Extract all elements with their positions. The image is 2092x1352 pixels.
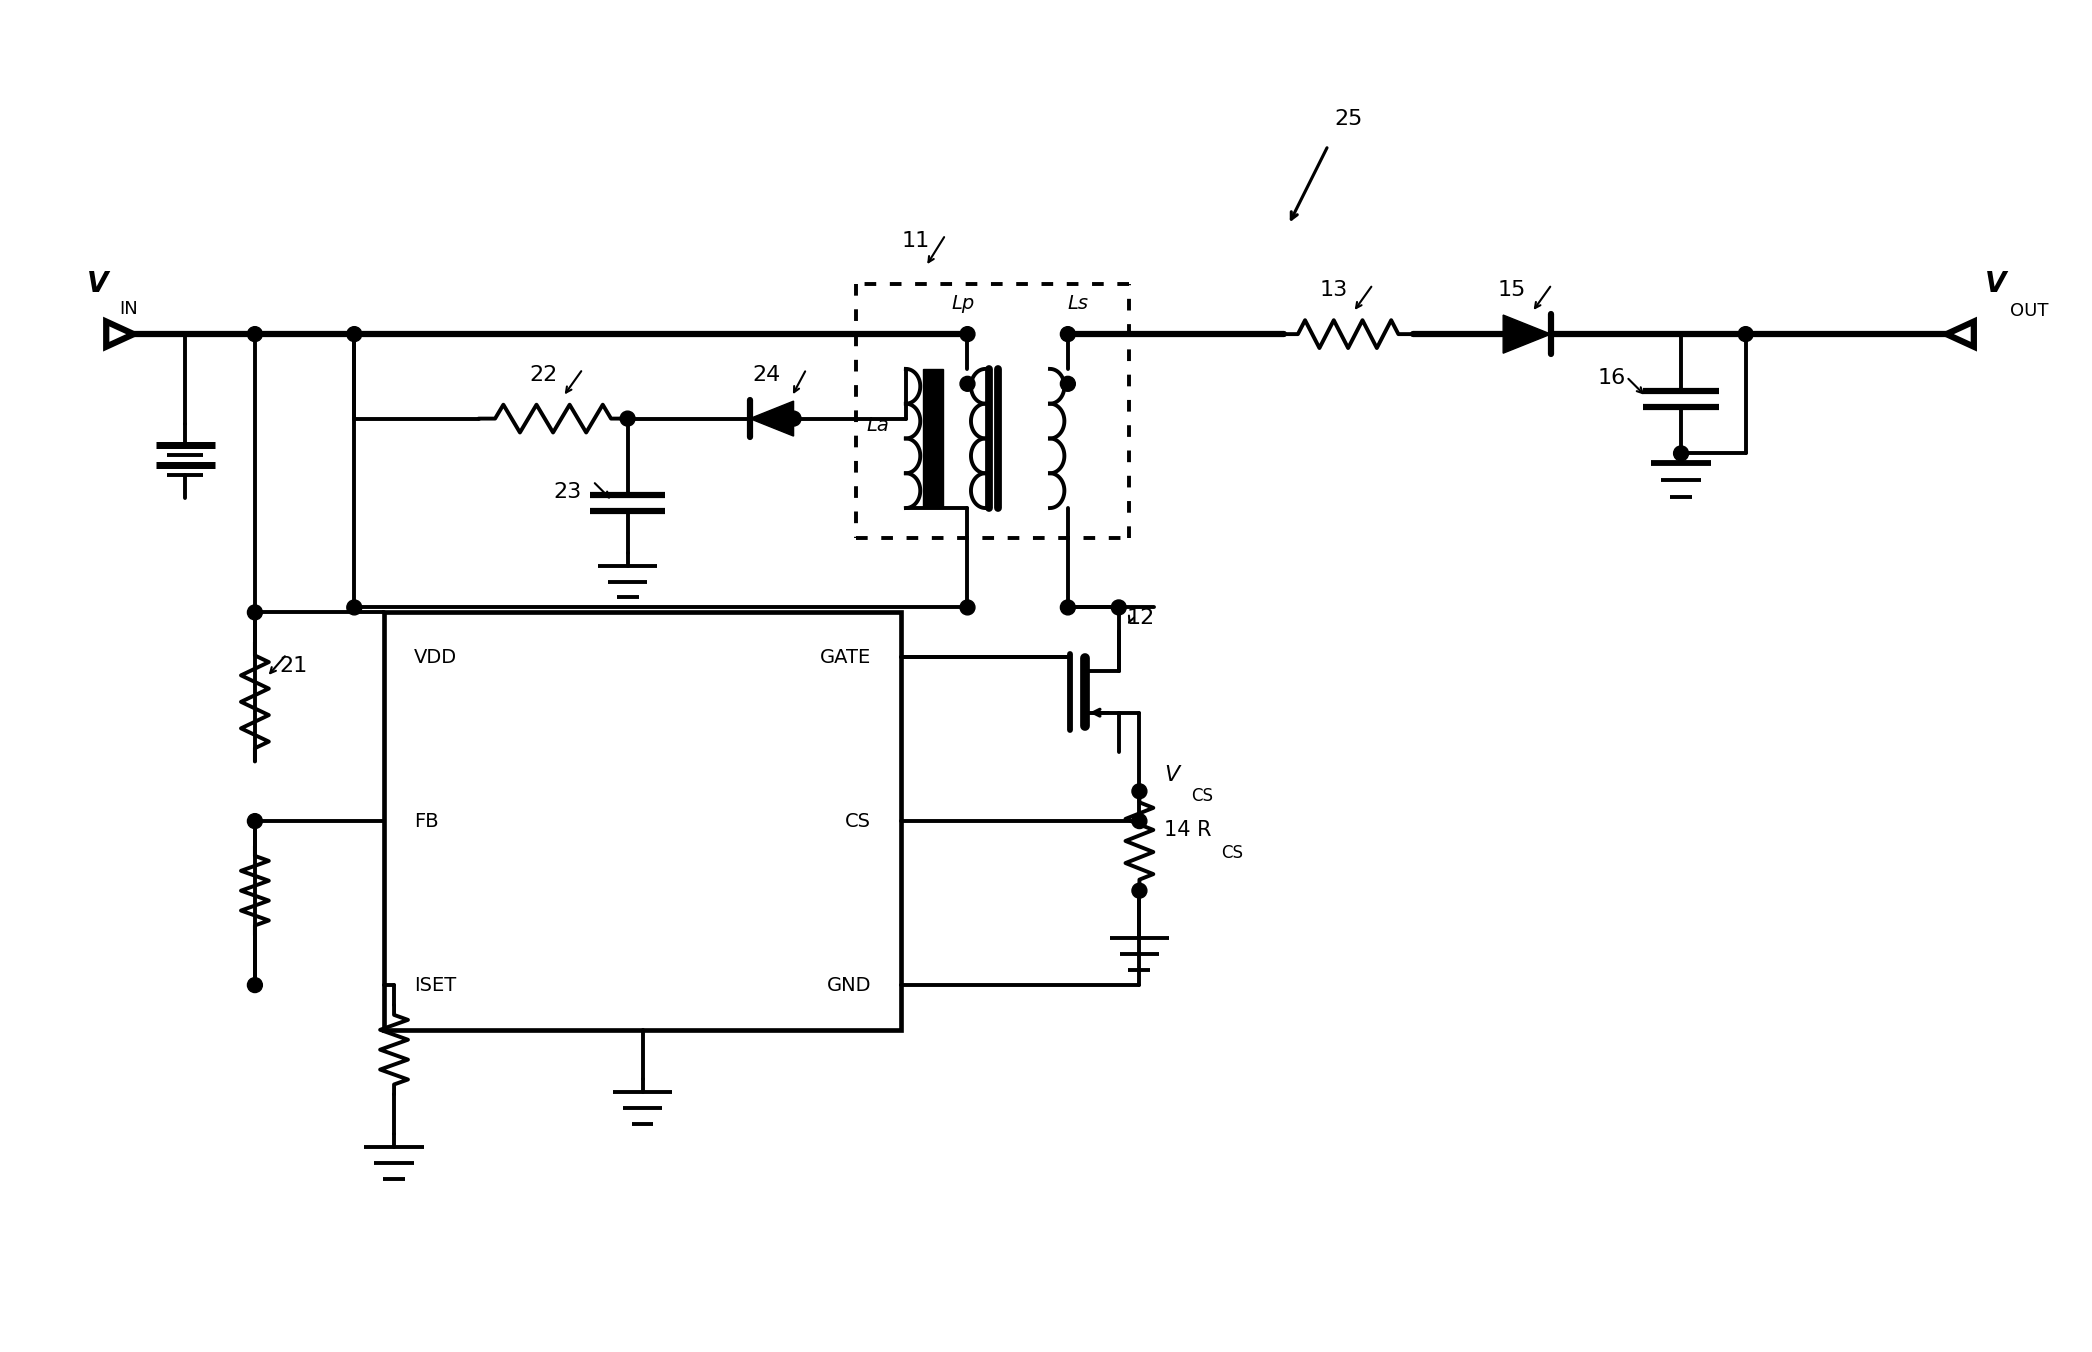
Text: 12: 12 — [1125, 608, 1155, 627]
Circle shape — [1738, 327, 1753, 342]
Text: IN: IN — [119, 300, 138, 318]
Circle shape — [247, 327, 262, 342]
Text: 16: 16 — [1598, 368, 1625, 388]
Text: GND: GND — [826, 976, 870, 995]
Bar — [923, 369, 943, 508]
Text: VDD: VDD — [414, 648, 456, 667]
Polygon shape — [107, 322, 134, 346]
Circle shape — [960, 327, 975, 342]
Circle shape — [247, 604, 262, 619]
Text: CS: CS — [845, 811, 870, 830]
Text: 22: 22 — [529, 365, 556, 385]
Polygon shape — [1504, 315, 1550, 353]
Text: ISET: ISET — [414, 976, 456, 995]
Circle shape — [1061, 600, 1075, 615]
Text: 23: 23 — [554, 483, 582, 502]
Text: V: V — [1165, 765, 1180, 786]
Text: CS: CS — [1190, 787, 1213, 806]
Polygon shape — [749, 402, 793, 437]
Text: 24: 24 — [753, 365, 780, 385]
Text: CS: CS — [1222, 844, 1243, 861]
Text: Lp: Lp — [952, 295, 975, 314]
Text: Ls: Ls — [1067, 295, 1088, 314]
Circle shape — [347, 327, 362, 342]
Circle shape — [1111, 600, 1125, 615]
Circle shape — [247, 977, 262, 992]
Bar — [385, 612, 902, 1030]
Text: FB: FB — [414, 811, 439, 830]
Text: 13: 13 — [1320, 280, 1347, 300]
Circle shape — [1674, 446, 1688, 461]
Text: 15: 15 — [1498, 280, 1527, 300]
Circle shape — [787, 411, 801, 426]
Circle shape — [1132, 784, 1146, 799]
Polygon shape — [1946, 322, 1975, 346]
Text: OUT: OUT — [2010, 303, 2048, 320]
Circle shape — [960, 376, 975, 391]
Circle shape — [1061, 327, 1075, 342]
Text: 21: 21 — [280, 656, 308, 676]
Circle shape — [1061, 376, 1075, 391]
Circle shape — [960, 600, 975, 615]
Text: La: La — [866, 415, 889, 434]
Text: V: V — [1985, 270, 2006, 299]
Text: 14 R: 14 R — [1165, 821, 1211, 840]
Text: 11: 11 — [902, 231, 931, 250]
Text: V: V — [88, 270, 109, 299]
Circle shape — [1132, 814, 1146, 829]
Circle shape — [619, 411, 636, 426]
Text: GATE: GATE — [820, 648, 870, 667]
Text: 25: 25 — [1335, 110, 1362, 130]
Circle shape — [1132, 883, 1146, 898]
Circle shape — [247, 814, 262, 829]
Circle shape — [347, 600, 362, 615]
